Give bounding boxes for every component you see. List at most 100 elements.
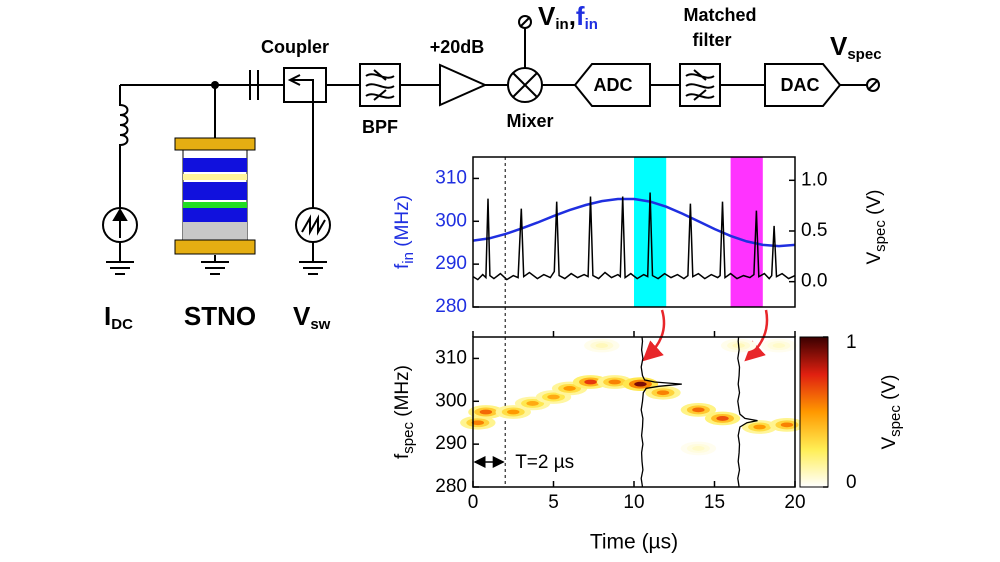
label: ADC <box>594 75 633 95</box>
spectrum-slice <box>737 336 758 488</box>
coupler <box>283 67 327 103</box>
label-main: V <box>538 1 556 31</box>
layer <box>183 174 247 180</box>
axis-label-unit: (V) <box>864 190 885 221</box>
x-tick-label: 10 <box>623 492 644 513</box>
annotation: T=2 µs <box>515 452 574 473</box>
label-sub: spec <box>847 46 881 63</box>
colorbar-tick-label: 0 <box>846 472 857 493</box>
capacitor <box>249 70 259 100</box>
y-tick-label: 310 <box>435 167 467 188</box>
y2-tick-label: 0.5 <box>801 220 827 241</box>
highlight-band <box>634 157 667 307</box>
axis-label: fin (MHz) <box>392 195 417 269</box>
adc <box>573 63 651 107</box>
sawtooth <box>301 214 326 236</box>
axis-label-unit: (V) <box>879 375 900 406</box>
series-line <box>472 197 796 248</box>
colorbar-tick-label: 1 <box>846 332 857 353</box>
heat-blob <box>761 338 797 353</box>
label-sub: in <box>555 16 568 33</box>
blob-layer <box>692 446 705 451</box>
series-line <box>472 192 796 281</box>
layer <box>183 182 247 200</box>
y-tick-label: 280 <box>435 296 467 317</box>
layer <box>183 208 247 222</box>
highlight-band <box>730 157 763 307</box>
blob-layer <box>716 416 729 421</box>
axis-label-main: V <box>864 251 885 264</box>
label-sub: in <box>585 16 598 33</box>
heat-blob <box>468 405 504 419</box>
amplifier <box>439 63 488 107</box>
blob-layer <box>526 401 539 406</box>
label-sub: sw <box>310 316 330 333</box>
blob-layer <box>507 409 520 415</box>
label: Mixer <box>506 111 553 131</box>
blob-layer <box>479 409 493 415</box>
axis-label: Vspec (V) <box>879 375 904 450</box>
y2-tick-label: 1.0 <box>801 169 827 190</box>
axis-label-sub: spec <box>400 422 417 454</box>
cap-top <box>174 137 256 151</box>
heat-blob <box>704 411 741 426</box>
heat-blob <box>680 441 717 456</box>
label: BPF <box>362 117 398 137</box>
port-slash <box>519 16 531 28</box>
label-sub: DC <box>111 316 133 333</box>
coupler-arm <box>287 74 314 262</box>
x-tick-label: 0 <box>468 492 479 513</box>
label-main: V <box>293 301 311 331</box>
x-tick-label: 5 <box>548 492 559 513</box>
y-tick-label: 300 <box>435 210 467 231</box>
grounds <box>106 261 327 275</box>
label: IDC <box>104 301 133 333</box>
blob-layer <box>753 424 766 430</box>
label: DAC <box>781 75 820 95</box>
x-tick-label: 15 <box>704 492 725 513</box>
colorbar <box>799 336 829 488</box>
axis-label-main: V <box>879 436 900 449</box>
filter-glyph <box>685 69 715 101</box>
dac <box>764 63 842 107</box>
cap-bottom <box>174 239 256 255</box>
blob-layer <box>547 394 560 400</box>
circuit-labels: Coupler BPF +20dB Mixer ADC Matched filt… <box>104 1 882 333</box>
label-main: f <box>576 1 585 31</box>
layer <box>183 202 247 208</box>
axis-label: Vspec (V) <box>864 190 889 265</box>
label-main: I <box>104 301 111 331</box>
plot-frame <box>472 156 796 308</box>
x-axis-label: Time (µs) <box>590 531 678 554</box>
label: Vsw <box>293 301 331 333</box>
blob-layer <box>471 420 485 426</box>
label: Vin,fin <box>538 1 598 33</box>
label: Vspec <box>830 31 882 63</box>
label-main: , <box>569 1 576 31</box>
heat-blob <box>460 415 496 430</box>
axis-label: fspec (MHz) <box>392 365 417 459</box>
inductor <box>119 85 129 262</box>
x-tick-label: 20 <box>784 492 805 513</box>
port-slash <box>867 79 879 91</box>
blob-layer <box>656 390 670 396</box>
axis-label-unit: (MHz) <box>392 365 413 422</box>
y-tick-label: 310 <box>435 347 467 368</box>
blob-layer <box>634 381 647 387</box>
axis-label-sub: spec <box>872 220 889 252</box>
label: Matched <box>683 5 756 25</box>
y2-tick-label: 0.0 <box>801 271 827 292</box>
sweep-source <box>295 207 331 243</box>
label: filter <box>692 30 731 50</box>
matched-filter <box>679 63 721 107</box>
filter-glyph <box>365 69 395 101</box>
blob-layer <box>692 407 705 413</box>
current-source <box>102 207 138 243</box>
axis-label-unit: (MHz) <box>392 195 413 252</box>
blob-layer <box>595 343 608 348</box>
spectrum-slice <box>640 336 682 488</box>
circuit <box>102 15 880 275</box>
heat-blob <box>680 403 717 417</box>
heat-blob <box>596 375 633 389</box>
